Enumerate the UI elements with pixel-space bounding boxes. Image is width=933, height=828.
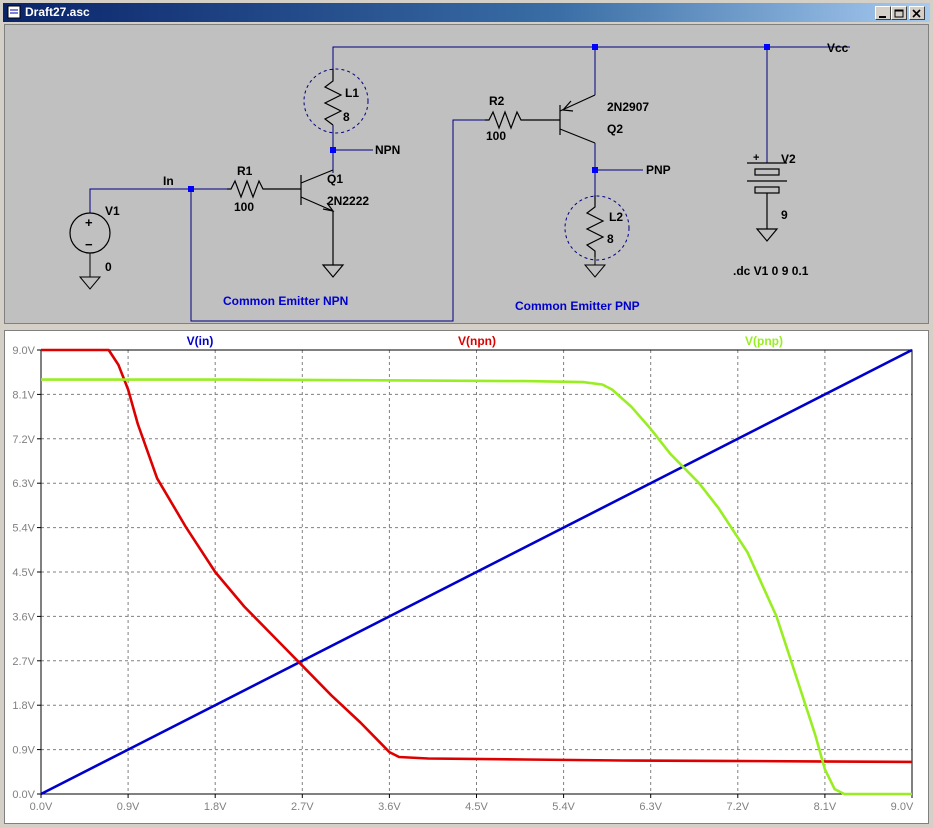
x-tick-label: 2.7V [291,801,314,813]
legend-vpnp: V(pnp) [745,334,783,348]
x-tick-label: 7.2V [726,801,749,813]
x-tick-label: 4.5V [465,801,488,813]
label-r1-value: 100 [234,200,254,214]
label-npn: NPN [375,143,400,157]
caption-pnp: Common Emitter PNP [515,299,640,313]
label-plus-v2: + [753,152,759,164]
voltage-source-v1[interactable] [69,212,111,290]
x-tick-label: 5.4V [552,801,575,813]
y-tick-label: 0.0V [12,789,35,801]
label-l2-value: 8 [607,232,614,246]
y-tick-label: 2.7V [12,656,35,668]
trace-vnpn [41,348,913,764]
label-r1: R1 [237,164,253,178]
label-v1: V1 [105,204,120,218]
trace-vin [40,348,913,796]
x-tick-label: 6.3V [639,801,662,813]
y-tick-label: 3.6V [12,611,35,623]
label-r2: R2 [489,94,505,108]
x-tick-label: 0.9V [117,801,140,813]
lamp-l1[interactable] [303,68,369,134]
legend-vin: V(in) [187,334,214,348]
transistor-q2[interactable] [559,94,596,144]
pane-splitter[interactable] [0,324,933,330]
resistor-r1[interactable] [227,179,301,199]
spice-directive[interactable]: .dc V1 0 9 0.1 [733,264,809,278]
label-plus-v1: + [85,215,93,230]
title-bar[interactable]: Draft27.asc [3,3,930,22]
y-tick-label: 4.5V [12,567,35,579]
voltage-source-v2[interactable] [747,162,787,242]
label-v2-value: 9 [781,208,788,222]
y-tick-label: 6.3V [12,478,35,490]
label-v2: V2 [781,152,796,166]
junctions [188,44,770,192]
y-tick-label: 1.8V [12,700,35,712]
label-v1-value: 0 [105,260,112,274]
label-vcc: Vcc [827,41,849,55]
close-icon [912,9,921,18]
lamp-l2[interactable] [564,195,630,278]
trace-vpnp [41,378,912,796]
x-tick-label: 8.1V [814,801,837,813]
y-tick-label: 8.1V [12,389,35,401]
x-tick-label: 1.8V [204,801,227,813]
y-tick-label: 7.2V [12,434,35,446]
waveform-plot[interactable]: 0.0V 0.9V 1.8V 2.7V 3.6V 4.5V 5.4V 6.3V 7.2V 8.1V… [5,331,928,823]
x-tick-label: 0.0V [30,801,53,813]
label-r2-value: 100 [486,129,506,143]
close-button[interactable] [909,6,925,20]
transistor-q1[interactable] [300,169,345,278]
minimize-icon [879,16,886,18]
label-minus-v1: − [85,237,93,252]
waveform-pane[interactable]: 0.0V 0.9V 1.8V 2.7V 3.6V 4.5V 5.4V 6.3V 7.2V 8.1V… [4,330,929,824]
label-l2: L2 [609,210,623,224]
label-l1: L1 [345,86,359,100]
restore-icon [894,9,904,18]
window-title: Draft27.asc [25,5,90,19]
y-tick-label: 0.9V [12,745,35,757]
label-pnp: PNP [646,163,671,177]
minimize-button[interactable] [875,6,891,20]
document-icon [7,5,21,19]
label-q1: Q1 [327,172,343,186]
label-l1-value: 8 [343,110,350,124]
legend-vnpn: V(npn) [458,334,496,348]
x-tick-label: 9.0V [891,801,914,813]
resistor-r2[interactable] [485,110,560,130]
caption-npn: Common Emitter NPN [223,294,348,308]
wires [89,46,850,322]
y-tick-label: 5.4V [12,523,35,535]
label-in: In [163,174,174,188]
label-q1-model: 2N2222 [327,194,369,208]
restore-button[interactable] [891,6,907,20]
label-q2-model: 2N2907 [607,100,649,114]
schematic-pane[interactable]: In V1 0 + − R1 100 Q1 2N2222 L1 8 NPN R2… [4,24,929,324]
label-q2: Q2 [607,122,623,136]
x-tick-label: 3.6V [378,801,401,813]
y-tick-label: 9.0V [12,345,35,357]
